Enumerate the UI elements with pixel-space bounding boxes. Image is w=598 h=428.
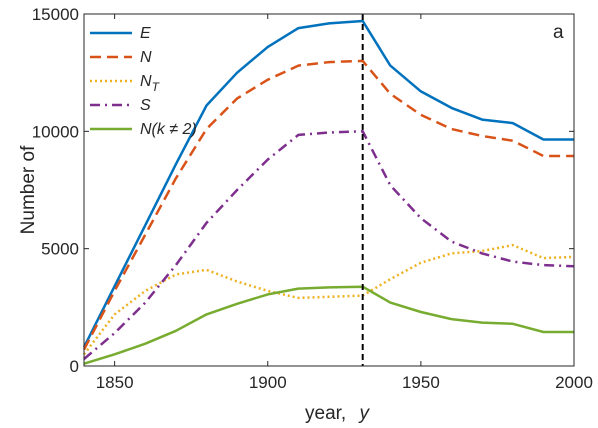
x-tick-label: 1850	[96, 373, 134, 392]
panel-label: a	[553, 22, 564, 43]
legend-label-5: N(k ≠ 2)	[140, 121, 197, 138]
legend-label-1: E	[140, 25, 151, 42]
x-tick-label: 1900	[249, 373, 287, 392]
y-tick-label: 0	[70, 357, 79, 376]
axes-box	[83, 13, 575, 367]
y-tick-label: 15000	[32, 5, 79, 24]
series-line-1	[82, 19, 574, 348]
legend-label-4: S	[140, 97, 151, 114]
series-line-5	[83, 285, 574, 365]
y-tick-label: 10000	[32, 122, 79, 141]
x-axis-label: year, y	[305, 403, 370, 424]
series-line-4	[83, 130, 575, 360]
legend-label-2: N	[140, 49, 152, 66]
plot-area	[82, 14, 575, 366]
axes: 1850 1900 1950 2000 0 5000 10000 15000	[32, 5, 593, 392]
x-axis-label-var: y	[357, 403, 370, 424]
y-tick-label: 5000	[41, 240, 79, 259]
series-line-3	[83, 243, 575, 356]
x-tick-label: 1950	[402, 373, 440, 392]
legend: EN NT S N(k ≠ 2)	[90, 25, 197, 138]
legend-label-3: NT	[140, 73, 161, 94]
x-axis-label-text: year,	[305, 403, 346, 424]
series-line-2	[82, 59, 574, 351]
x-tick-label: 2000	[555, 373, 593, 392]
y-axis-label: Number of	[18, 145, 39, 234]
